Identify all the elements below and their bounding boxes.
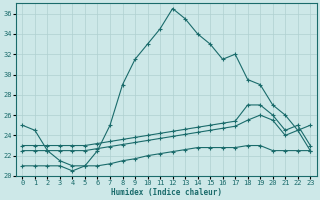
- X-axis label: Humidex (Indice chaleur): Humidex (Indice chaleur): [111, 188, 222, 197]
